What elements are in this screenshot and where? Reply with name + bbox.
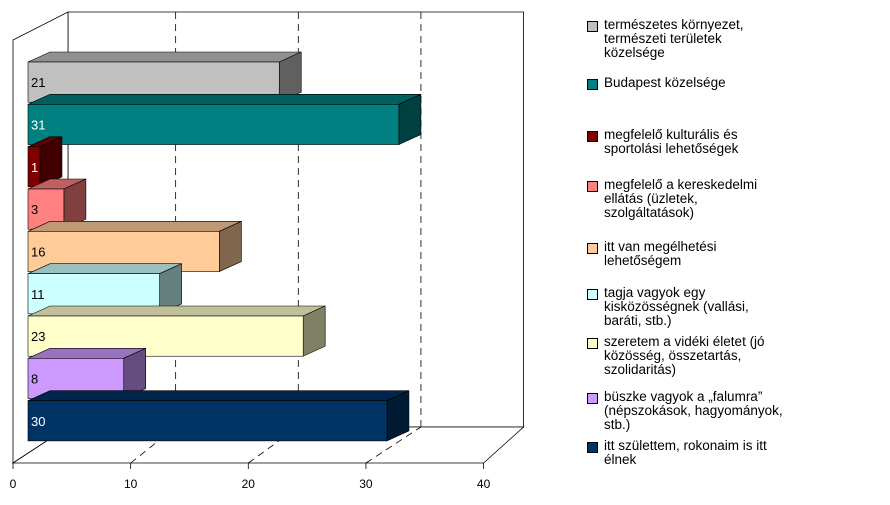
bar-top-face <box>27 263 182 274</box>
legend-swatch <box>587 338 598 349</box>
legend-item: itt születtem, rokonaim is itt élnek <box>587 439 887 467</box>
x-tick-label: 10 <box>124 477 138 491</box>
x-tick-label: 40 <box>477 477 491 491</box>
legend-item: tagja vagyok egy kisközösségnek (vallási… <box>587 286 887 328</box>
bar-top-face <box>27 94 422 105</box>
bar-value-label: 23 <box>31 329 45 344</box>
legend-swatch <box>587 442 598 453</box>
bar-value-label: 11 <box>31 287 45 302</box>
bar-value-label: 30 <box>31 414 45 429</box>
bar-value-label: 8 <box>31 371 38 386</box>
legend-swatch <box>587 131 598 142</box>
legend-swatch <box>587 21 598 32</box>
legend-item: Budapest közelsége <box>587 76 887 90</box>
bar-value-label: 16 <box>31 244 45 259</box>
legend-label: megfelelő a kereskedelmi ellátás (üzlete… <box>604 177 758 220</box>
legend-label: Budapest közelsége <box>604 75 726 90</box>
x-tick-label: 20 <box>242 477 256 491</box>
x-tick-label: 0 <box>10 477 17 491</box>
legend-item: megfelelő a kereskedelmi ellátás (üzlete… <box>587 178 887 220</box>
legend-swatch <box>587 181 598 192</box>
legend-label: tagja vagyok egy kisközösségnek (vallási… <box>604 285 749 328</box>
bar-top-face <box>27 390 410 401</box>
x-tick-label: 30 <box>359 477 373 491</box>
legend-swatch <box>587 79 598 90</box>
legend-label: természetes környezet, természeti terüle… <box>604 17 744 60</box>
legend-item: itt van megélhetési lehetőségem <box>587 240 887 268</box>
legend-label: szeretem a vidéki életet (jó közösség, ö… <box>604 334 765 377</box>
gridline-floor <box>365 426 422 464</box>
legend-item: büszke vagyok a „falumra” (népszokások, … <box>587 390 887 432</box>
bar-top-face <box>27 305 326 317</box>
bar-top-face <box>27 51 302 63</box>
legend-swatch <box>587 393 598 404</box>
legend-label: büszke vagyok a „falumra” (népszokások, … <box>604 389 783 432</box>
bar-value-label: 1 <box>31 160 38 175</box>
legend-label: itt van megélhetési lehetőségem <box>604 239 717 268</box>
bar-value-label: 31 <box>31 117 45 132</box>
bar <box>27 400 388 442</box>
legend-item: természetes környezet, természeti terüle… <box>587 18 887 60</box>
legend-swatch <box>587 243 598 254</box>
legend-label: megfelelő kulturális és sportolási lehet… <box>604 127 739 156</box>
legend-label: itt születtem, rokonaim is itt élnek <box>604 438 767 467</box>
legend-swatch <box>587 289 598 300</box>
bar-value-label: 3 <box>31 202 38 217</box>
legend-item: szeretem a vidéki életet (jó közösség, ö… <box>587 335 887 377</box>
legend-item: megfelelő kulturális és sportolási lehet… <box>587 128 887 156</box>
bar <box>27 104 400 145</box>
bar-top-face <box>27 221 242 232</box>
bar-value-label: 21 <box>31 75 45 90</box>
